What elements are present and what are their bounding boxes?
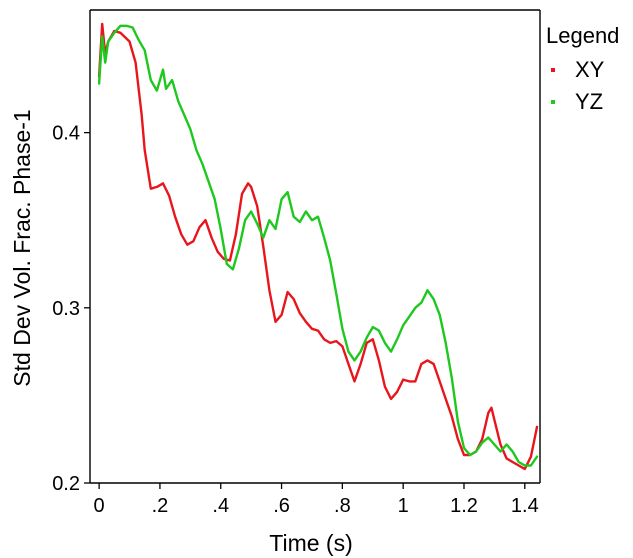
y-tick-label: 0.4 <box>52 123 80 145</box>
series-layer <box>97 22 539 471</box>
x-tick-label: .2 <box>152 495 169 517</box>
x-tick-label: 1.4 <box>511 495 539 517</box>
y-tick-label: 0.3 <box>52 298 80 320</box>
x-tick-label: .8 <box>334 495 351 517</box>
x-axis-title: Time (s) <box>269 530 352 556</box>
y-axis-title: Std Dev Vol. Frac. Phase-1 <box>9 109 35 386</box>
legend-label-yz: YZ <box>575 89 603 114</box>
legend: Legend XY YZ <box>546 23 619 114</box>
x-tick-label: .4 <box>212 495 229 517</box>
series-line-yz <box>97 24 539 467</box>
legend-label-xy: XY <box>575 57 605 82</box>
legend-swatch-xy <box>551 68 555 72</box>
x-tick-label: 1 <box>398 495 409 517</box>
legend-title: Legend <box>546 23 619 48</box>
legend-swatch-yz <box>551 100 555 104</box>
x-tick-label: .6 <box>273 495 290 517</box>
x-ticks: 0 .2 .4 .6 .8 1 1.2 1.4 <box>94 483 539 517</box>
y-tick-label: 0.2 <box>52 473 80 495</box>
legend-items: XY YZ <box>551 57 605 114</box>
y-ticks: 0.2 0.3 0.4 <box>52 123 90 495</box>
x-tick-label: 1.2 <box>450 495 478 517</box>
x-tick-label: 0 <box>94 495 105 517</box>
plot-frame <box>89 9 541 484</box>
series-line-xy <box>97 22 539 471</box>
